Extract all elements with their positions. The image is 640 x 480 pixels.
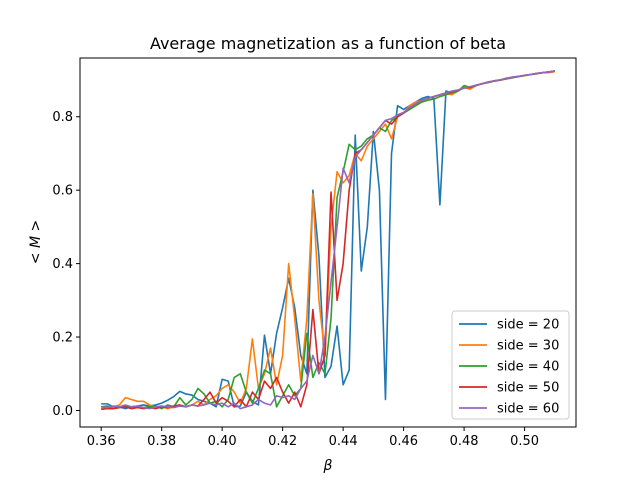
- y-tick-label: 0.2: [52, 331, 73, 346]
- legend-label-4: side = 50: [497, 381, 559, 396]
- legend-box: [451, 310, 570, 420]
- x-tick-label: 0.40: [208, 434, 237, 449]
- y-tick-label: 0.4: [52, 257, 73, 272]
- x-tick-label: 0.48: [450, 434, 479, 449]
- y-tick-label: 0.8: [52, 110, 73, 125]
- legend: side = 20 side = 30 side = 40 side = 50 side…: [451, 310, 570, 420]
- chart-title: Average magnetization as a function of b…: [150, 34, 506, 53]
- x-tick-label: 0.46: [389, 434, 418, 449]
- legend-label-3: side = 40: [497, 360, 559, 375]
- x-tick-label: 0.38: [147, 434, 176, 449]
- y-tick-label: 0.0: [52, 404, 73, 419]
- x-tick-label: 0.44: [329, 434, 358, 449]
- y-tick-label: 0.6: [52, 184, 73, 199]
- y-axis: 0.0 0.2 0.4 0.6 0.8: [52, 110, 80, 419]
- series-line-5: [101, 70, 555, 410]
- axes-frame: [79, 57, 577, 428]
- legend-label-5: side = 60: [497, 402, 559, 417]
- legend-label-2: side = 30: [497, 339, 559, 354]
- legend-label-1: side = 20: [497, 318, 559, 333]
- plot-area: [101, 70, 555, 411]
- x-tick-label: 0.36: [87, 434, 116, 449]
- x-axis: 0.36 0.38 0.40 0.42 0.44 0.46 0.48 0.50: [87, 427, 539, 449]
- y-axis-label: < M >: [28, 220, 44, 264]
- x-tick-label: 0.42: [268, 434, 297, 449]
- x-tick-label: 0.50: [510, 434, 539, 449]
- x-axis-label: β: [323, 458, 333, 474]
